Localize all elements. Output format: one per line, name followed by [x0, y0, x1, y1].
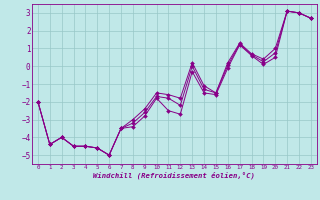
X-axis label: Windchill (Refroidissement éolien,°C): Windchill (Refroidissement éolien,°C) [93, 172, 255, 179]
